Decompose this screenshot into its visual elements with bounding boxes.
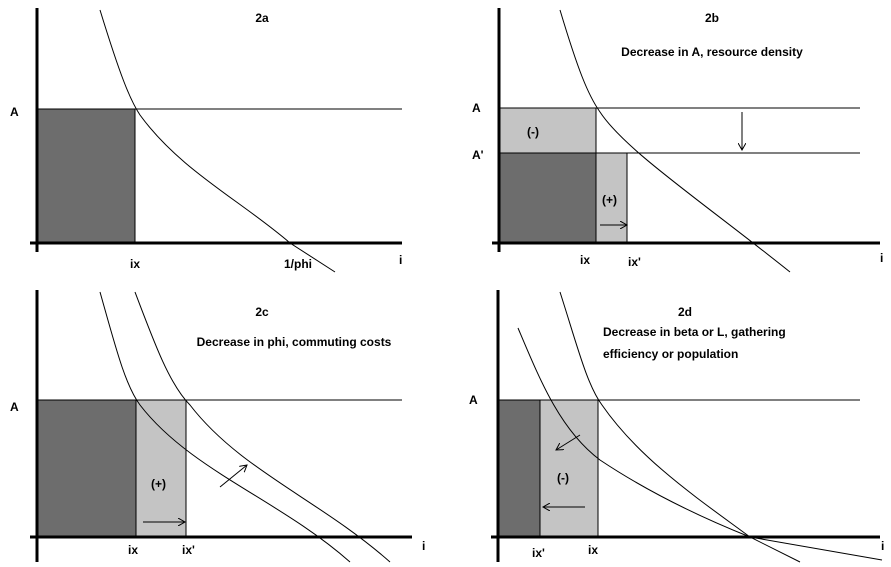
- curve: [134, 291, 391, 563]
- label: A: [469, 393, 478, 407]
- area: [135, 399, 187, 538]
- label: (+): [151, 477, 166, 491]
- label: ix: [128, 543, 138, 557]
- label: ix: [580, 253, 590, 267]
- title: 2b: [705, 11, 719, 25]
- area: [498, 107, 597, 154]
- label: (-): [557, 471, 569, 485]
- curve: [99, 291, 351, 563]
- panel-2d: 2d Decrease in beta or L, gathering effi…: [469, 290, 884, 563]
- area: [539, 399, 599, 538]
- label: (-): [527, 125, 539, 139]
- arrow: [219, 465, 247, 488]
- curve: [559, 291, 801, 563]
- title: 2c: [255, 305, 269, 319]
- label: ix: [588, 543, 598, 557]
- label: (+): [602, 193, 617, 207]
- area: [497, 399, 541, 538]
- area: [36, 399, 137, 538]
- label: ix: [130, 257, 140, 271]
- arrow: [556, 434, 581, 450]
- label: ix': [532, 546, 545, 560]
- panel-2a: 2a A ix 1/phi i: [10, 8, 402, 273]
- title: 2a: [255, 11, 269, 25]
- curve: [517, 327, 883, 561]
- label: A: [472, 101, 481, 115]
- panel-2b: 2b Decrease in A, resource density A A' …: [472, 8, 883, 273]
- label: i: [881, 539, 884, 553]
- title: 2d: [678, 305, 692, 319]
- label: i: [422, 539, 425, 553]
- subtitle: Decrease in beta or L, gathering: [603, 325, 786, 339]
- subtitle: Decrease in A, resource density: [621, 45, 803, 59]
- area: [498, 152, 597, 244]
- subtitle: Decrease in phi, commuting costs: [197, 335, 392, 349]
- panel-2c: 2c Decrease in phi, commuting costs A (+…: [10, 290, 425, 563]
- label: 1/phi: [284, 257, 312, 271]
- curve: [99, 9, 336, 273]
- curve: [559, 9, 791, 273]
- label: A': [472, 148, 484, 162]
- subtitle: efficiency or population: [603, 347, 738, 361]
- label: A: [10, 400, 19, 414]
- label: ix': [628, 255, 641, 269]
- label: A: [10, 105, 19, 119]
- area: [36, 108, 136, 244]
- label: i: [880, 251, 883, 265]
- label: i: [399, 253, 402, 267]
- label: ix': [182, 543, 195, 557]
